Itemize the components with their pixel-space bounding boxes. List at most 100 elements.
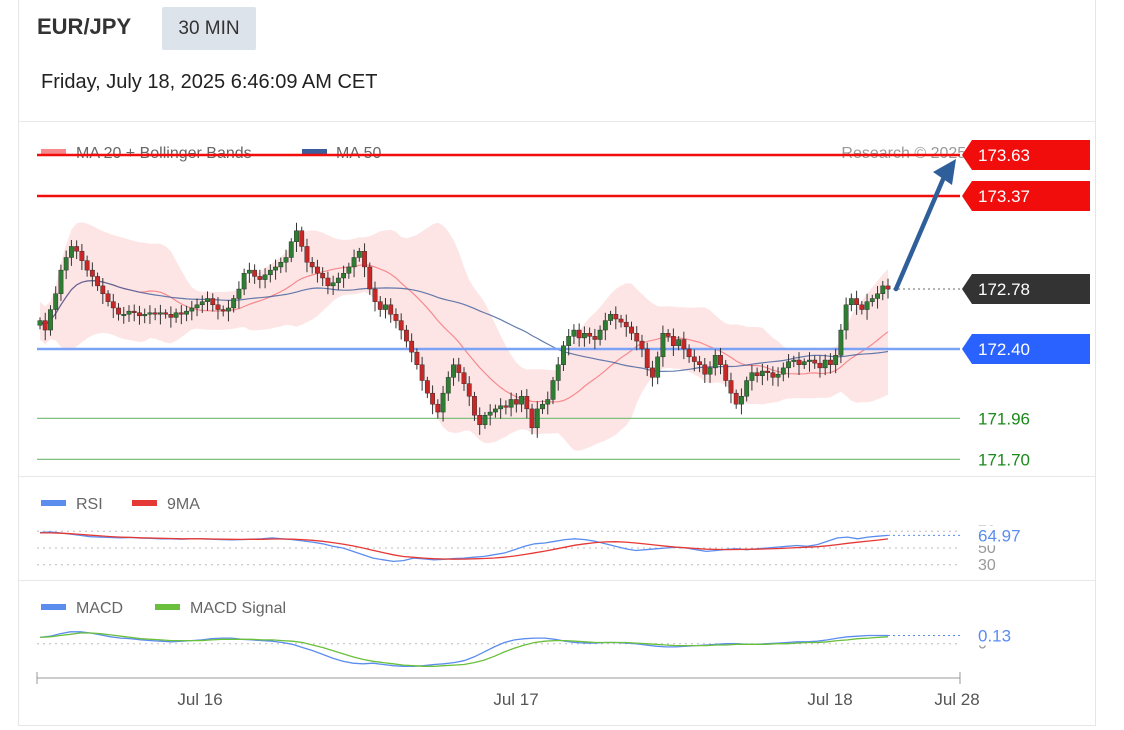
candle-body xyxy=(754,372,760,376)
candle-body xyxy=(69,246,74,258)
candle-body xyxy=(445,377,451,394)
candle-body xyxy=(335,277,341,283)
legend-ma50-swatch xyxy=(302,149,327,155)
candle-body xyxy=(503,405,509,408)
bollinger-band xyxy=(40,222,888,451)
candle-body xyxy=(786,361,791,369)
candle-body xyxy=(304,246,310,263)
x-tick-label: Jul 16 xyxy=(177,690,222,709)
candle-body xyxy=(137,312,142,317)
candle-body xyxy=(456,364,462,373)
candle-body xyxy=(288,241,294,258)
candle-body xyxy=(660,333,666,358)
candle-body xyxy=(602,320,608,331)
candle-body xyxy=(404,329,409,342)
candle-body xyxy=(534,408,540,429)
candle-body xyxy=(655,356,661,378)
candle-body xyxy=(796,359,802,365)
ma50-line xyxy=(39,279,889,373)
timeframe-button[interactable]: 30 MIN xyxy=(162,7,256,50)
candle-body xyxy=(676,339,682,347)
candle-body xyxy=(524,396,530,410)
candle-body xyxy=(414,351,420,365)
divider xyxy=(18,476,1096,477)
candle-body xyxy=(84,260,90,271)
candle-body xyxy=(419,364,425,381)
candle-body xyxy=(246,269,252,274)
candle-body xyxy=(42,320,48,331)
candle-body xyxy=(854,298,859,306)
candle-body xyxy=(466,383,472,397)
candle-body xyxy=(168,314,174,318)
candle-body xyxy=(53,293,59,310)
candle-body xyxy=(733,392,739,405)
candle-body xyxy=(571,329,577,337)
candle-body xyxy=(550,380,556,400)
candle-body xyxy=(215,304,221,310)
candle-body xyxy=(566,336,572,347)
candle-body xyxy=(231,298,237,309)
candle-body xyxy=(173,312,179,318)
candle-body xyxy=(461,372,467,384)
resistance-level-label: 173.63 xyxy=(978,146,1030,165)
candle-body xyxy=(801,361,807,365)
candle-body xyxy=(681,339,687,350)
resistance-level-tag xyxy=(962,139,1090,170)
candle-body xyxy=(697,361,702,365)
candle-body xyxy=(351,257,357,268)
candle-body xyxy=(728,380,734,394)
candle-body xyxy=(409,340,415,353)
candle-body xyxy=(545,399,551,405)
rsi-legend-label: 9MA xyxy=(167,496,200,513)
candle-body xyxy=(493,408,498,413)
candle-body xyxy=(377,301,383,310)
current-price-level-tag xyxy=(962,274,1090,305)
candle-body xyxy=(430,392,435,405)
legend-ma20-label: MA 20 + Bollinger Bands xyxy=(76,145,252,162)
forecast-arrow xyxy=(893,174,947,292)
candle-body xyxy=(540,403,545,410)
candle-body xyxy=(833,355,839,365)
candle-body xyxy=(110,301,116,309)
pair-title: EUR/JPY xyxy=(37,14,132,39)
candle-body xyxy=(780,367,786,375)
candle-body xyxy=(105,293,111,302)
candle-body xyxy=(487,411,493,416)
candle-body xyxy=(257,276,263,280)
candle-body xyxy=(712,355,718,369)
candle-body xyxy=(869,298,875,302)
candle-body xyxy=(477,415,483,425)
rsi-reference-label: 30 xyxy=(978,557,996,574)
candle-body xyxy=(95,276,100,287)
rsi-legend-swatch xyxy=(41,500,66,506)
candle-body xyxy=(644,348,650,369)
candle-body xyxy=(451,364,456,378)
candle-body xyxy=(424,380,430,394)
candle-body xyxy=(828,359,833,365)
candle-body xyxy=(147,312,153,315)
candle-body xyxy=(623,321,629,328)
candle-body xyxy=(194,304,200,309)
candle-body xyxy=(629,326,634,334)
candle-body xyxy=(262,274,268,280)
candle-body xyxy=(372,288,378,302)
candle-body xyxy=(707,367,713,375)
candle-body xyxy=(608,314,613,321)
candle-body xyxy=(838,329,844,356)
legend-ma20-swatch xyxy=(41,149,66,155)
candle-body xyxy=(184,310,189,315)
x-tick-label: Jul 17 xyxy=(493,690,538,709)
candle-body xyxy=(529,408,535,429)
candle-body xyxy=(791,359,797,362)
candle-body xyxy=(749,372,755,381)
candle-body xyxy=(367,266,373,290)
macd-series-line xyxy=(39,632,889,667)
candle-body xyxy=(618,318,624,323)
candle-body xyxy=(121,314,127,316)
candle-body xyxy=(356,250,362,258)
candle-body xyxy=(859,304,865,310)
candle-body xyxy=(807,359,812,362)
candle-body xyxy=(393,314,399,321)
rsi-legend-label: RSI xyxy=(76,496,103,513)
candle-body xyxy=(613,314,619,320)
